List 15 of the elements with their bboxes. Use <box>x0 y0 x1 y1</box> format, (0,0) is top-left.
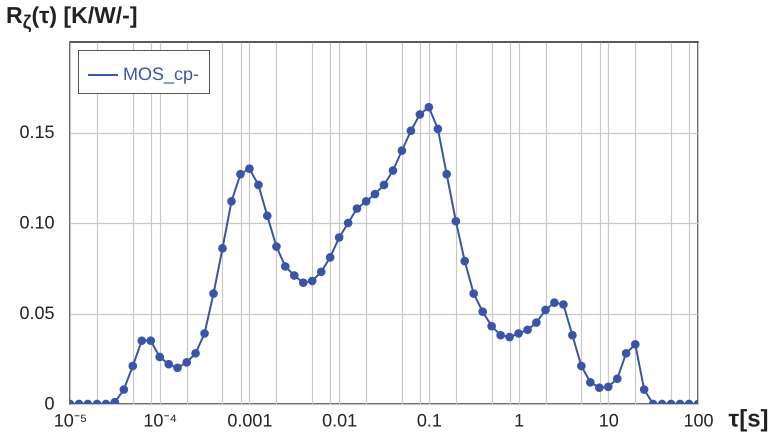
x-axis-title: τ[s] <box>728 406 769 432</box>
x-tick-label: 100 <box>683 410 714 430</box>
x-tick-label: 0.001 <box>227 410 272 430</box>
x-tick-label: 10 <box>598 410 619 430</box>
x-tick-label: 10⁻⁴ <box>143 410 178 430</box>
y-tick-label: 0 <box>44 394 54 414</box>
y-tick-label: 0.10 <box>19 212 54 232</box>
y-axis-title: R$_{ζ}$(τ) [K/W/-] <box>6 2 138 35</box>
x-tick-label: 0.1 <box>416 410 442 430</box>
x-tick-label: 10⁻⁵ <box>54 410 88 430</box>
legend-label: MOS_cp- <box>123 64 200 84</box>
x-tick-label: 1 <box>514 410 524 430</box>
x-tick-label: 0.01 <box>322 410 358 430</box>
y-tick-label: 0.15 <box>19 122 54 142</box>
y-tick-label: 0.05 <box>19 303 54 323</box>
